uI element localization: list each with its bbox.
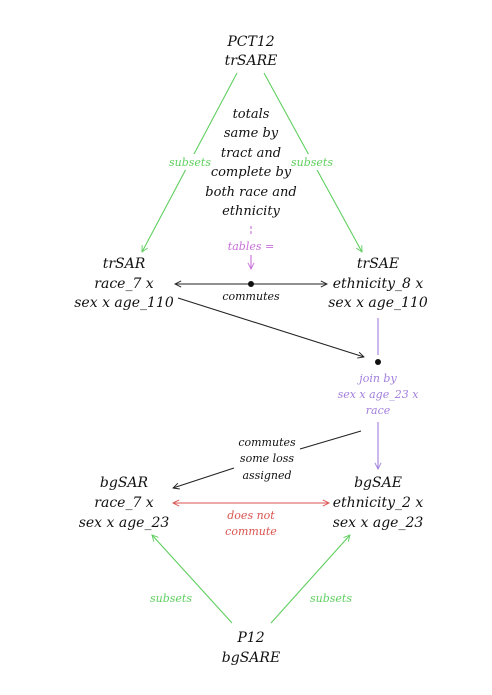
node-trsar-line1: trSAR (103, 256, 146, 272)
node-bgsar-line3: sex x age_23 (79, 515, 170, 531)
note-totals-line2: same by (224, 126, 279, 141)
note-commutes-loss: commutes some loss assigned (238, 436, 296, 482)
node-p12-line2: bgSARE (222, 650, 280, 666)
note-does-not-commute: does not commute (225, 509, 277, 538)
commute-dot-top (248, 281, 254, 287)
edge-p12-to-bgsar (152, 535, 233, 624)
label-subsets-bottom-right: subsets (310, 592, 352, 605)
note-totals-line6: ethnicity (222, 204, 280, 219)
node-trsae: trSAE ethnicity_8 x sex x age_110 (328, 256, 428, 311)
note-totals: totals same by tract and complete by bot… (205, 107, 296, 219)
edge-join-to-bgsar-b (173, 467, 235, 488)
edge-trsar-to-join (177, 297, 364, 357)
node-trsar: trSAR race_7 x sex x age_110 (74, 256, 174, 311)
join-dot (375, 359, 381, 365)
node-trsae-line3: sex x age_110 (328, 295, 428, 311)
note-join-line3: race (366, 404, 391, 417)
node-p12-line1: P12 (236, 630, 264, 646)
label-commutes: commutes (222, 290, 280, 303)
node-bgsae: bgSAE ethnicity_2 x sex x age_23 (333, 475, 424, 531)
label-subsets-top-left: subsets (169, 156, 211, 169)
note-totals-line5: both race and (205, 185, 296, 200)
node-p12: P12 bgSARE (222, 630, 280, 666)
edge-join-to-bgsar-a (299, 430, 362, 450)
node-pct12-line1: PCT12 (226, 34, 274, 50)
label-tables-equal: tables = (228, 240, 274, 253)
note-does-not-commute-line2: commute (225, 525, 277, 538)
node-bgsae-line1: bgSAE (354, 475, 402, 491)
node-bgsar-line2: race_7 x (94, 495, 154, 511)
note-totals-line4: complete by (211, 165, 292, 180)
note-totals-line3: tract and (221, 146, 281, 161)
node-trsar-line3: sex x age_110 (74, 295, 174, 311)
node-bgsar: bgSAR race_7 x sex x age_23 (79, 475, 170, 531)
note-totals-line1: totals (233, 107, 270, 122)
label-subsets-bottom-left: subsets (150, 592, 192, 605)
node-trsae-line2: ethnicity_8 x (333, 276, 424, 292)
node-pct12-line2: trSARE (225, 53, 278, 69)
note-join-line2: sex x age_23 x (338, 388, 420, 401)
node-trsar-line2: race_7 x (94, 276, 154, 292)
note-commutes-loss-line2: some loss (240, 452, 294, 465)
note-commutes-loss-line1: commutes (238, 436, 296, 449)
node-bgsar-line1: bgSAR (100, 475, 149, 491)
note-join: join by sex x age_23 x race (338, 372, 420, 417)
node-bgsae-line2: ethnicity_2 x (333, 495, 424, 511)
edge-p12-to-bgsae (270, 535, 350, 624)
node-pct12: PCT12 trSARE (225, 34, 278, 69)
node-bgsae-line3: sex x age_23 (333, 515, 424, 531)
note-does-not-commute-line1: does not (227, 509, 275, 522)
note-join-line1: join by (356, 372, 397, 385)
node-trsae-line1: trSAE (357, 256, 399, 272)
label-subsets-top-right: subsets (291, 156, 333, 169)
note-commutes-loss-line3: assigned (242, 469, 291, 482)
